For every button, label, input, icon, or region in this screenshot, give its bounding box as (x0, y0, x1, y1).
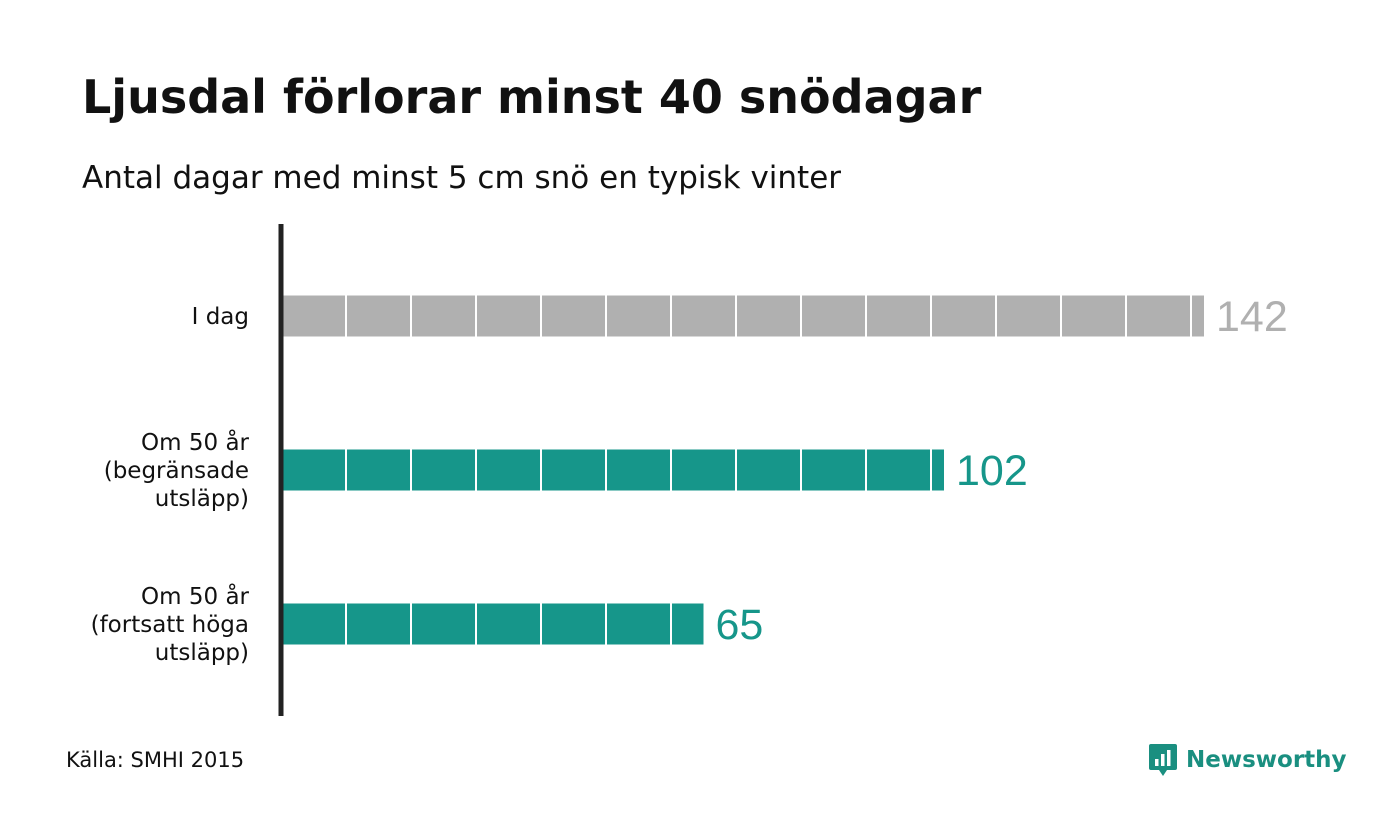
category-label-line: utsläpp) (155, 640, 249, 666)
bar-segment (283, 603, 345, 645)
category-label-line: (begränsade (104, 458, 249, 484)
bar-segment (412, 603, 475, 645)
bar-segment (1192, 295, 1204, 337)
bar-segment (347, 295, 410, 337)
bar-segment (672, 295, 735, 337)
chart-title: Ljusdal förlorar minst 40 snödagar (82, 70, 982, 124)
bar-segment (737, 449, 800, 491)
category-label-line: utsläpp) (155, 486, 249, 512)
category-label: Om 50 år (begränsade utsläpp) (104, 428, 250, 512)
bar-segment (997, 295, 1060, 337)
bar-segment (412, 295, 475, 337)
bar-segment (607, 603, 670, 645)
bar-segment (347, 603, 410, 645)
bar-segment (932, 295, 995, 337)
bar-segment (867, 295, 930, 337)
bar-segment (542, 295, 605, 337)
bar-segment (283, 295, 345, 337)
bar-segment (802, 295, 865, 337)
chart-subtitle: Antal dagar med minst 5 cm snö en typisk… (82, 160, 842, 196)
value-label: 65 (716, 601, 764, 649)
category-label-line: (fortsatt höga (91, 612, 249, 638)
bars-layer: 142 102 65 (283, 293, 1288, 649)
bar-segment (477, 449, 540, 491)
category-label-line: Om 50 år (141, 428, 249, 456)
bar-segment (1062, 295, 1125, 337)
brand-name: Newsworthy (1186, 747, 1347, 773)
bar-segment (867, 449, 930, 491)
bar-segment (347, 449, 410, 491)
value-label: 142 (1216, 293, 1288, 341)
bar-2: 65 (283, 601, 763, 649)
bar-segment (672, 449, 735, 491)
bar-segment (607, 449, 670, 491)
source-note: Källa: SMHI 2015 (66, 748, 245, 772)
bar-segment (412, 449, 475, 491)
bar-segment (283, 449, 345, 491)
bar-0: 142 (283, 293, 1288, 341)
value-label: 102 (956, 447, 1028, 495)
bar-segment (932, 449, 944, 491)
bar-segment (672, 603, 704, 645)
bar-segment (477, 295, 540, 337)
bar-segment (802, 449, 865, 491)
bar-segment (477, 603, 540, 645)
bar-segment (737, 295, 800, 337)
category-label-line: Om 50 år (141, 582, 249, 610)
bar-segment (1127, 295, 1190, 337)
brand-logo: Newsworthy (1148, 742, 1347, 778)
category-label-line: I dag (192, 304, 249, 330)
bar-segment (607, 295, 670, 337)
bar-segment (542, 603, 605, 645)
bar-chart-speech-bubble-icon (1149, 744, 1177, 776)
category-label: I dag (192, 304, 249, 330)
bar-segment (542, 449, 605, 491)
bar-1: 102 (283, 447, 1028, 495)
category-label: Om 50 år (fortsatt höga utsläpp) (91, 582, 250, 666)
